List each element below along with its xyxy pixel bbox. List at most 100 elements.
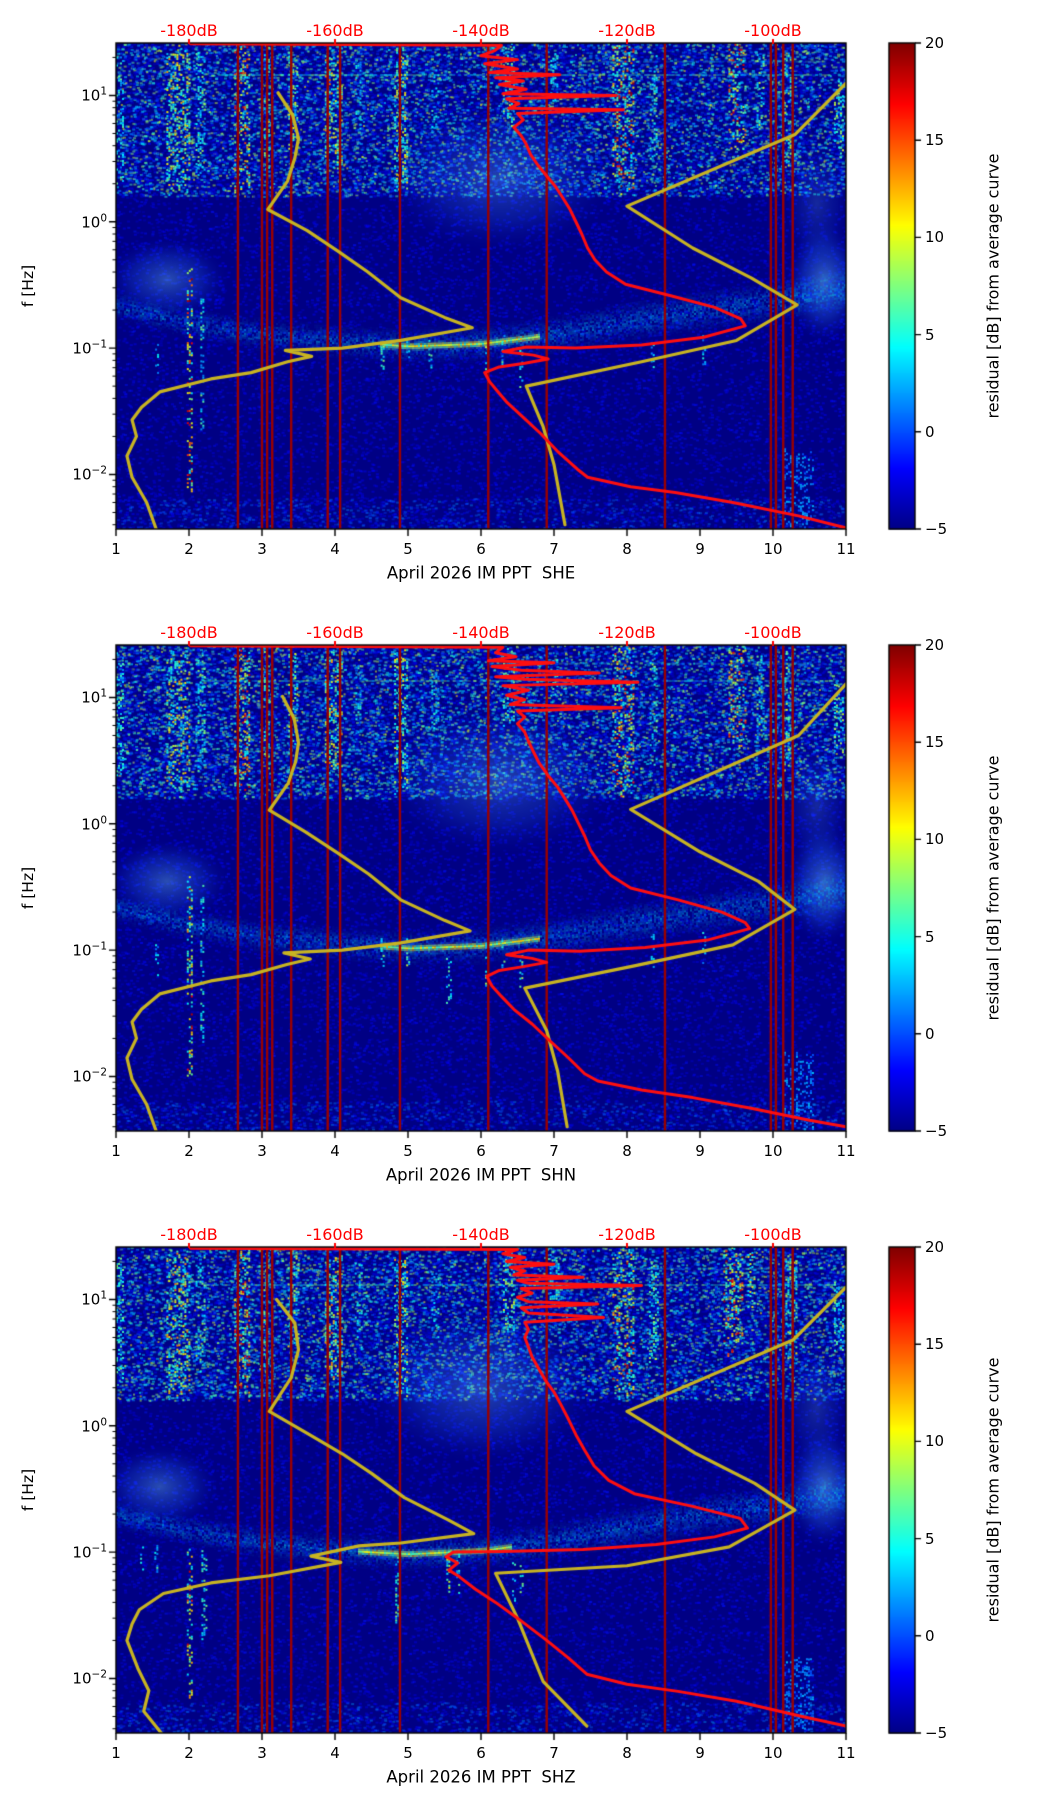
colorbar-tick-label-shn-5: −5 <box>925 1122 948 1140</box>
y-tick-base: 10 <box>72 339 92 358</box>
colorbar-tick-label-she-2: 10 <box>925 228 945 247</box>
y-tick-label-shz-3: 10−2 <box>72 1669 107 1688</box>
x-tick-label-she-7: 8 <box>622 540 632 558</box>
y-tick-exponent: 1 <box>100 687 107 700</box>
y-axis-label-shz: f [Hz] <box>19 1468 37 1512</box>
x-tick-label-shz-8: 9 <box>695 1744 705 1762</box>
y-axis-label-she: f [Hz] <box>19 264 37 308</box>
colorbar-tick-label-shn-2: 10 <box>925 830 945 849</box>
colorbar-tick-label-she-4: 0 <box>925 422 935 441</box>
y-tick-base: 10 <box>81 1290 101 1309</box>
x-tick-label-she-2: 3 <box>257 540 267 558</box>
top-db-label-she-0: -180dB <box>160 21 218 40</box>
y-tick-base: 10 <box>72 1669 92 1688</box>
spectrogram-canvas-she <box>0 0 1052 602</box>
colorbar-tick-label-shn-1: 15 <box>925 733 945 752</box>
x-tick-label-shz-10: 11 <box>836 1744 856 1762</box>
y-tick-exponent: −1 <box>91 1542 107 1555</box>
x-tick-label-shn-10: 11 <box>836 1142 856 1160</box>
x-tick-label-shz-5: 6 <box>476 1744 486 1762</box>
panel-title-shn: April 2026 IM PPT SHN <box>385 1165 577 1185</box>
x-tick-label-she-1: 2 <box>184 540 194 558</box>
y-tick-exponent: 1 <box>100 1289 107 1302</box>
x-tick-label-she-4: 5 <box>403 540 413 558</box>
x-tick-label-shz-0: 1 <box>111 1744 121 1762</box>
x-tick-label-she-3: 4 <box>330 540 340 558</box>
x-tick-label-shz-2: 3 <box>257 1744 267 1762</box>
x-tick-label-shn-8: 9 <box>695 1142 705 1160</box>
top-db-label-shz-1: -160dB <box>306 1225 364 1244</box>
colorbar-tick-label-shn-0: 20 <box>925 636 945 654</box>
y-tick-base: 10 <box>81 688 101 707</box>
colorbar-tick-label-shz-0: 20 <box>925 1238 945 1256</box>
y-tick-base: 10 <box>81 213 101 232</box>
y-tick-exponent: −2 <box>91 1066 107 1079</box>
y-tick-exponent: 0 <box>100 1416 107 1429</box>
top-db-label-shn-4: -100dB <box>744 623 802 642</box>
top-db-label-shn-3: -120dB <box>598 623 656 642</box>
colorbar-label-shz: residual [dB] from average curve <box>983 1357 1003 1623</box>
x-tick-label-shz-6: 7 <box>549 1744 559 1762</box>
x-tick-label-shz-1: 2 <box>184 1744 194 1762</box>
top-db-label-she-2: -140dB <box>452 21 510 40</box>
colorbar-label-shn: residual [dB] from average curve <box>983 755 1003 1021</box>
x-tick-label-shn-6: 7 <box>549 1142 559 1160</box>
x-tick-label-shn-0: 1 <box>111 1142 121 1160</box>
y-tick-base: 10 <box>72 465 92 484</box>
x-tick-label-she-5: 6 <box>476 540 486 558</box>
colorbar-tick-label-shz-1: 15 <box>925 1335 945 1354</box>
panel-title-shz: April 2026 IM PPT SHZ <box>386 1767 576 1787</box>
colorbar-tick-label-shz-2: 10 <box>925 1432 945 1451</box>
y-tick-exponent: 0 <box>100 814 107 827</box>
top-db-label-shz-3: -120dB <box>598 1225 656 1244</box>
y-tick-exponent: −1 <box>91 338 107 351</box>
colorbar-tick-label-she-5: −5 <box>925 520 948 538</box>
top-db-label-she-1: -160dB <box>306 21 364 40</box>
colorbar-tick-label-shz-3: 5 <box>925 1529 935 1548</box>
y-tick-label-shz-1: 100 <box>81 1416 107 1435</box>
x-tick-label-shz-9: 10 <box>763 1744 783 1762</box>
y-tick-exponent: 1 <box>100 85 107 98</box>
colorbar-tick-label-shn-3: 5 <box>925 927 935 946</box>
y-tick-base: 10 <box>81 1417 101 1436</box>
x-tick-label-shn-5: 6 <box>476 1142 486 1160</box>
y-tick-label-she-0: 101 <box>81 86 107 105</box>
y-tick-label-shn-3: 10−2 <box>72 1067 107 1086</box>
top-db-label-shz-2: -140dB <box>452 1225 510 1244</box>
y-tick-label-shn-2: 10−1 <box>72 941 107 960</box>
x-tick-label-she-0: 1 <box>111 540 121 558</box>
top-db-label-shn-1: -160dB <box>306 623 364 642</box>
y-tick-label-she-3: 10−2 <box>72 465 107 484</box>
y-tick-exponent: −2 <box>91 464 107 477</box>
y-tick-base: 10 <box>81 815 101 834</box>
y-tick-label-shn-1: 100 <box>81 814 107 833</box>
y-tick-label-shz-2: 10−1 <box>72 1543 107 1562</box>
x-tick-label-shz-3: 4 <box>330 1744 340 1762</box>
colorbar-tick-label-she-0: 20 <box>925 34 945 52</box>
y-tick-label-shz-0: 101 <box>81 1290 107 1309</box>
x-tick-label-shn-1: 2 <box>184 1142 194 1160</box>
y-tick-exponent: −1 <box>91 940 107 953</box>
x-tick-label-shz-7: 8 <box>622 1744 632 1762</box>
y-tick-label-she-1: 100 <box>81 212 107 231</box>
y-tick-exponent: 0 <box>100 212 107 225</box>
colorbar-tick-label-she-3: 5 <box>925 325 935 344</box>
top-db-label-she-3: -120dB <box>598 21 656 40</box>
y-tick-base: 10 <box>81 86 101 105</box>
y-tick-base: 10 <box>72 941 92 960</box>
panel-shz: f [Hz] 101 100 10−1 10−2 1 2 3 4 5 6 7 8 9 10 11 -180dB -… <box>0 1204 1052 1806</box>
x-tick-label-shn-7: 8 <box>622 1142 632 1160</box>
y-axis-label-shn: f [Hz] <box>19 866 37 910</box>
spectrogram-canvas-shn <box>0 602 1052 1204</box>
spectrogram-canvas-shz <box>0 1204 1052 1806</box>
x-tick-label-she-8: 9 <box>695 540 705 558</box>
top-db-label-she-4: -100dB <box>744 21 802 40</box>
x-tick-label-shn-3: 4 <box>330 1142 340 1160</box>
x-tick-label-shz-4: 5 <box>403 1744 413 1762</box>
x-tick-label-shn-2: 3 <box>257 1142 267 1160</box>
y-tick-exponent: −2 <box>91 1668 107 1681</box>
y-tick-base: 10 <box>72 1067 92 1086</box>
colorbar-tick-label-she-1: 15 <box>925 131 945 150</box>
top-db-label-shz-4: -100dB <box>744 1225 802 1244</box>
colorbar-tick-label-shz-4: 0 <box>925 1626 935 1645</box>
